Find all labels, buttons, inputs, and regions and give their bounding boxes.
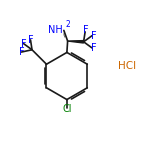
Text: F: F	[21, 39, 26, 49]
Text: F: F	[19, 47, 24, 57]
Text: Cl: Cl	[62, 104, 72, 114]
Polygon shape	[68, 41, 84, 43]
Text: (: (	[62, 31, 65, 37]
Text: NH: NH	[48, 25, 63, 35]
Text: 2: 2	[66, 20, 70, 29]
Text: F: F	[91, 31, 96, 41]
Text: F: F	[28, 35, 33, 45]
Text: F: F	[83, 25, 89, 35]
Text: F: F	[91, 43, 96, 53]
Text: HCl: HCl	[118, 61, 136, 71]
